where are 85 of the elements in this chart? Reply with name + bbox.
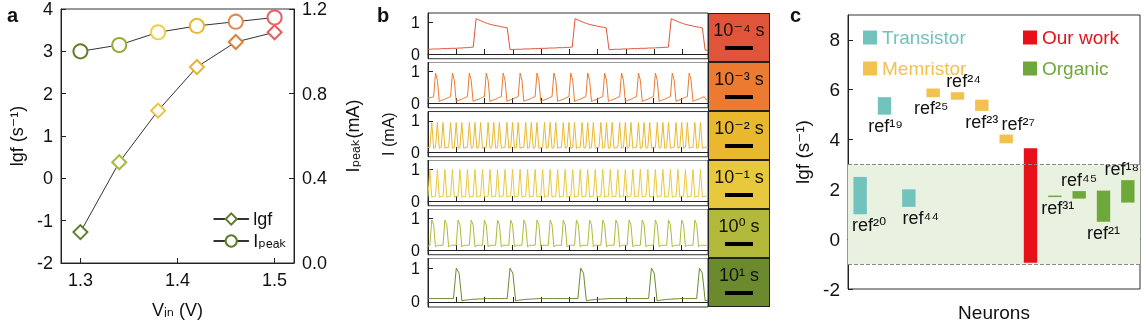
bar: [853, 176, 867, 215]
y-tick-label: 1: [411, 112, 421, 130]
text: 10⁰ s: [717, 216, 761, 236]
bar: [975, 99, 989, 111]
legend-label: Iₚₑₐₖ: [253, 231, 288, 251]
y-tick-label: 4: [829, 129, 841, 151]
legend-label: lgf: [253, 209, 274, 229]
legend-label: Organic: [1042, 58, 1109, 79]
data-label: ref⁴⁵: [1061, 170, 1098, 191]
y-tick-label: 1: [42, 126, 53, 146]
point: [266, 9, 283, 26]
y-tick-label: 1: [411, 13, 421, 31]
y-tick-label: 8: [829, 29, 840, 51]
text: 10¹ s: [718, 265, 760, 285]
data-label: ref³¹: [1041, 197, 1075, 218]
bar: [1121, 180, 1135, 203]
bar: [1072, 191, 1086, 199]
data-label: ref²¹: [1087, 222, 1120, 243]
bar: [926, 88, 940, 98]
text: 10⁻⁴ s: [712, 20, 766, 40]
y-tick-label: -1: [36, 210, 53, 231]
x-tick-label: 1.3: [67, 270, 93, 290]
y2-tick-label: 0.8: [302, 83, 328, 104]
x-axis-title: Neurons: [958, 302, 1030, 323]
y-tick-label: 0: [411, 192, 421, 210]
y-tick-label: 0: [411, 94, 421, 112]
y-tick-label: 0: [42, 168, 53, 189]
y-tick-label: 0: [411, 293, 421, 311]
point: [227, 13, 244, 30]
data-label: ref²³: [965, 111, 999, 132]
chart-title: b: [377, 4, 390, 26]
chart-title: a: [7, 4, 19, 26]
y-tick-label: 4: [42, 0, 53, 19]
y-tick-label: 1: [411, 62, 421, 80]
text: 10⁻¹ s: [713, 167, 765, 187]
y2-axis-title: Iₚₑₐₖ(mA): [343, 99, 363, 173]
y-tick-label: -2: [823, 278, 840, 300]
legend-label: Transistor: [882, 27, 967, 48]
y-axis-title: I (mA): [379, 112, 397, 156]
data-label: ref⁴⁴: [902, 207, 940, 228]
data-label: ref²⁵: [913, 98, 949, 119]
y-tick-label: -2: [36, 253, 53, 273]
data-label: ref¹⁸: [1104, 159, 1140, 180]
y-axis-title: lgf (s⁻¹): [792, 120, 814, 184]
point: [111, 36, 128, 53]
y2-tick-label: 0.0: [302, 253, 328, 273]
point: [72, 224, 89, 241]
point: [72, 43, 89, 60]
point: [227, 34, 244, 51]
chart-title: c: [790, 4, 802, 26]
point: [150, 102, 167, 119]
y-axis-title: lgf (s⁻¹): [7, 105, 27, 167]
y-tick-label: 0: [411, 241, 421, 259]
legend-label: Our work: [1042, 27, 1120, 48]
y-tick-label: 1: [411, 209, 421, 227]
point: [111, 154, 128, 171]
data-label: ref²⁷: [1001, 113, 1035, 134]
bar: [902, 189, 916, 207]
y2-tick-label: 0.4: [302, 168, 328, 189]
y-tick-label: 3: [42, 41, 53, 62]
x-tick-label: 1.4: [164, 270, 191, 290]
text: 10⁻² s: [713, 118, 765, 138]
bar: [1096, 190, 1111, 222]
bar: [877, 97, 892, 115]
y-tick-label: 0: [411, 45, 421, 63]
bar: [950, 92, 965, 100]
y-tick-label: 1: [411, 160, 421, 178]
y-tick-label: 2: [42, 83, 53, 104]
point: [188, 17, 205, 34]
data-label: ref²⁰: [852, 215, 887, 236]
y-tick-label: 1: [411, 259, 421, 277]
x-axis-title: Vᵢₙ (V): [151, 300, 204, 320]
x-tick-label: 1.5: [262, 270, 288, 290]
bar: [999, 134, 1013, 144]
point: [266, 24, 283, 41]
y-tick-label: 0: [829, 228, 840, 250]
bar: [1023, 148, 1038, 263]
point: [150, 24, 167, 41]
y-tick-label: 0: [411, 143, 421, 161]
y-tick-label: 2: [829, 178, 840, 200]
text: 10⁻³ s: [713, 69, 765, 89]
y2-tick-label: 1.2: [302, 0, 328, 19]
y-tick-label: 6: [829, 79, 840, 101]
point: [188, 59, 205, 75]
data-label: ref¹⁹: [868, 115, 903, 136]
